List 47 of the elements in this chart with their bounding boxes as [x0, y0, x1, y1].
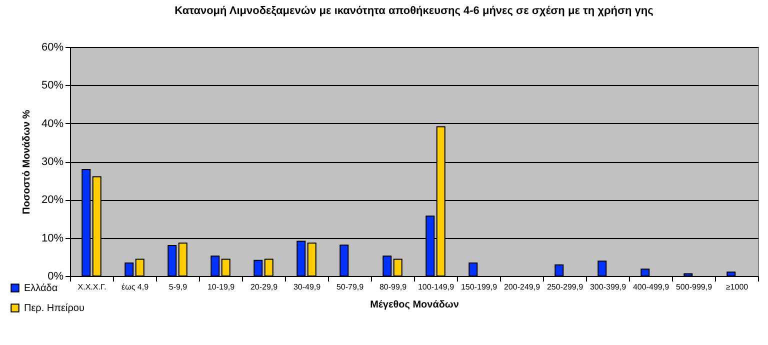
bar — [726, 272, 736, 276]
legend-label: Περ. Ηπείρου — [24, 303, 84, 314]
chart-title: Κατανομή Λιμνοδεξαμενών με ικανότητα αποθήκευσης 4-6 μήνες σε σχέση με τη χρήση γης — [174, 5, 654, 17]
bar — [296, 240, 306, 276]
bar — [598, 260, 607, 276]
bar — [254, 260, 263, 276]
x-tick-label: 400-499,9 — [632, 282, 670, 292]
y-tick-label: 10% — [41, 232, 64, 244]
x-tick-label: 80-99,9 — [379, 282, 408, 292]
x-tick-label: ≥1000 — [726, 282, 749, 292]
x-tick-label: 250-299,9 — [546, 282, 584, 292]
y-tick-label: 50% — [41, 80, 64, 92]
x-axis-title: Μέγεθος Μονάδων — [370, 300, 460, 310]
x-tick-label: 30-49,9 — [293, 282, 322, 292]
x-tick-label: 10-19,9 — [207, 282, 236, 292]
bar — [210, 256, 220, 276]
bar — [468, 262, 478, 276]
x-tick-label: 20-29,9 — [250, 282, 278, 292]
bar — [382, 256, 392, 276]
x-tick-label: Χ.Χ.Χ.Γ. — [78, 282, 106, 292]
y-tick-label: 60% — [41, 42, 64, 54]
x-tick-label: 50-79,9 — [336, 282, 364, 292]
bar — [264, 258, 274, 276]
bar — [684, 273, 693, 276]
bar — [554, 264, 564, 276]
bar — [393, 258, 402, 276]
bar — [178, 242, 188, 276]
x-tick-label: έως 4,9 — [121, 282, 150, 292]
x-tick-label: 500-999,9 — [676, 282, 713, 292]
y-tick-label: 0% — [48, 270, 64, 282]
x-tick-label: 100-149,9 — [418, 282, 455, 292]
x-tick-label: 300-399,9 — [590, 282, 627, 292]
bar — [124, 262, 134, 276]
bar — [221, 258, 230, 276]
bar — [168, 244, 177, 276]
x-tick-label: 150-199,9 — [460, 282, 498, 292]
bar — [340, 244, 349, 276]
y-tick-label: 20% — [41, 194, 64, 206]
x-tick-label: 5-9,9 — [168, 282, 188, 292]
bar — [307, 242, 316, 276]
bar — [135, 258, 144, 276]
x-tick-label: 200-249,9 — [504, 282, 541, 292]
bar — [640, 268, 650, 276]
y-axis-title: Ποσοστό Μονάδων % — [21, 110, 32, 214]
y-tick-label: 30% — [41, 156, 64, 168]
legend-label: Ελλάδα — [24, 283, 58, 294]
y-tick-label: 40% — [41, 118, 64, 130]
